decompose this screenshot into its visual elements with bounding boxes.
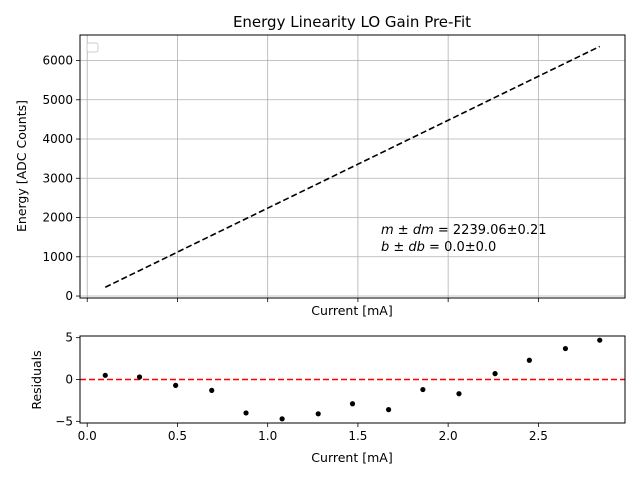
residual-point [102, 372, 108, 378]
bottom-ticks: 0.0 0.5 1.0 1.5 2.0 2.5 −5 0 5 [55, 331, 548, 443]
intercept-value: = 0.0±0.0 [425, 240, 496, 255]
legend-box [86, 42, 99, 53]
bottom-x-tick-label: 0.5 [168, 429, 187, 443]
slope-annotation: m ± dm = 2239.06±0.21 [381, 223, 547, 238]
intercept-symbol: b ± db [381, 240, 425, 255]
bottom-x-tick-label: 1.5 [348, 429, 367, 443]
slope-value: = 2239.06±0.21 [434, 223, 547, 238]
bottom-x-tick-label: 1.0 [258, 429, 277, 443]
top-y-tick-label: 3000 [42, 171, 73, 185]
residual-point [420, 386, 426, 393]
residual-point [315, 411, 321, 417]
chart-title: Energy Linearity LO Gain Pre-Fit [233, 13, 471, 31]
residuals-panel: 0.0 0.5 1.0 1.5 2.0 2.5 −5 0 5 Current [mA] Resi… [29, 331, 626, 465]
energy-panel: Energy Linearity LO Gain Pre-Fit 0 1000 20… [14, 13, 626, 318]
top-y-tick-label: 5000 [42, 93, 73, 107]
bottom-x-tick-label: 2.0 [439, 429, 458, 443]
bottom-y-tick-label: 0 [65, 373, 73, 387]
residual-point [562, 345, 569, 352]
bottom-y-axis-label: Residuals [29, 350, 44, 409]
residual-point [526, 357, 532, 363]
top-series [104, 45, 601, 288]
fit-annotation: m ± dm = 2239.06±0.21 b ± db = 0.0±0.0 [381, 223, 547, 255]
residual-point [492, 371, 498, 377]
bottom-y-tick-label: 5 [65, 331, 73, 345]
top-x-axis-label: Current [mA] [311, 303, 392, 318]
top-axes-frame [79, 34, 626, 299]
residual-point [243, 410, 249, 416]
bottom-x-axis-label: Current [mA] [311, 450, 392, 465]
top-y-tick-label: 1000 [42, 250, 73, 264]
bottom-x-tick-label: 2.5 [529, 429, 548, 443]
top-y-tick-label: 6000 [42, 54, 73, 68]
top-y-tick-label: 0 [65, 289, 73, 303]
slope-symbol: m ± dm [381, 223, 434, 238]
residual-point [349, 401, 356, 407]
intercept-annotation: b ± db = 0.0±0.0 [381, 240, 496, 255]
residual-point [209, 387, 215, 393]
bottom-y-tick-label: −5 [55, 414, 73, 428]
residual-point [597, 337, 603, 343]
residual-point [456, 391, 462, 397]
residual-point [385, 407, 392, 413]
residual-series [80, 337, 625, 422]
residual-point [173, 382, 179, 388]
top-y-tick-label: 2000 [42, 211, 73, 225]
top-ticks: 0 1000 2000 3000 4000 5000 6000 [42, 54, 539, 303]
residual-point [136, 374, 143, 380]
top-y-tick-label: 4000 [42, 132, 73, 146]
top-y-axis-label: Energy [ADC Counts] [14, 100, 29, 232]
bottom-x-tick-label: 0.0 [78, 429, 97, 443]
residual-point [279, 416, 285, 422]
top-grid [80, 35, 625, 298]
fit-line [104, 45, 601, 288]
